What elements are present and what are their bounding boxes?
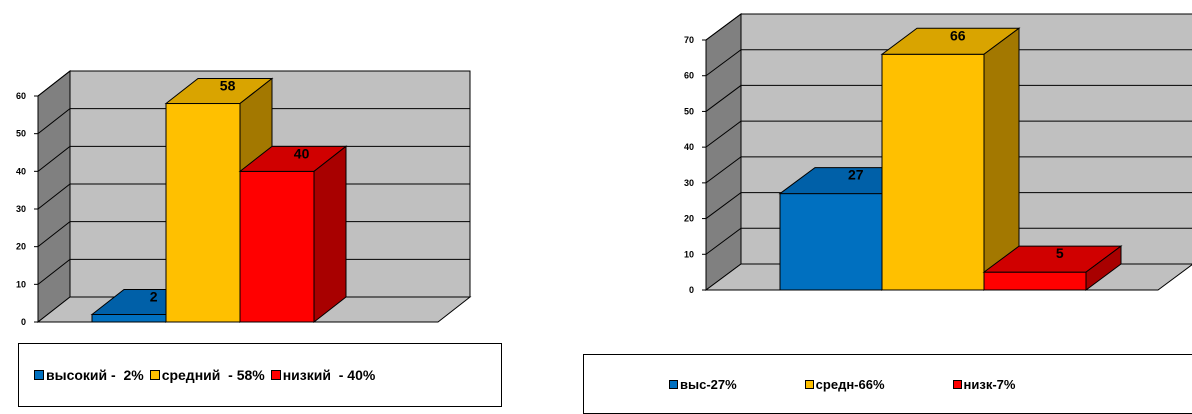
bar-2-2-side <box>1085 245 1122 291</box>
legend-label-2-0: выс-27% <box>680 376 737 392</box>
chart-2-tick-label-1: 10 <box>684 249 694 259</box>
chart-2-tick-label-7: 70 <box>684 35 694 45</box>
chart-2-tick-label-6: 60 <box>684 71 694 81</box>
legend-item-2-0: выс-27% <box>669 377 737 392</box>
chart-2-gridline-1 <box>705 227 1192 255</box>
chart-2-tick-label-4: 40 <box>684 142 694 152</box>
data-label-1-2: 40 <box>294 145 310 161</box>
legend-label-1-0: высокий - 2% <box>46 367 144 383</box>
legend-item-1-2: низкий - 40% <box>270 367 376 383</box>
data-label-2-0: 27 <box>848 167 864 183</box>
data-label-2-2: 5 <box>1056 245 1064 261</box>
bar-1-0-front <box>91 313 167 323</box>
legend-item-1-1: средний - 58% <box>149 367 265 383</box>
chart-1-gridline-6 <box>37 70 470 97</box>
legend-swatch-2-2 <box>952 379 962 389</box>
legend-swatch-2-1 <box>804 379 814 389</box>
legend-swatch-1-0 <box>34 370 44 380</box>
chart-2-tick-label-0: 0 <box>689 285 694 295</box>
bar-1-1-front <box>165 103 241 323</box>
bar-2-0-front <box>779 193 883 291</box>
chart-2-tick-label-5: 50 <box>684 106 694 116</box>
chart-1-tick-label-5: 50 <box>16 129 26 139</box>
legend-swatch-1-1 <box>149 370 160 380</box>
chart-1-gridline-5 <box>37 108 470 135</box>
chart-2-legend: выс-27% средн-66% низк-7% <box>583 354 1192 414</box>
data-label-1-0: 2 <box>150 288 158 304</box>
chart-2-gridline-6 <box>705 49 1192 77</box>
legend-label-1-1: средний - 58% <box>161 367 265 383</box>
chart-1-tick-label-2: 20 <box>16 242 26 252</box>
legend-item-2-2: низк-7% <box>952 376 1016 392</box>
bar-2-1-front <box>881 53 985 291</box>
bar-1-2-side <box>313 145 347 324</box>
chart-1-tick-label-3: 30 <box>16 204 26 214</box>
legend-swatch-1-2 <box>270 370 281 380</box>
legend-item-2-1: средн-66% <box>804 376 885 392</box>
chart-2-gridline-3 <box>705 156 1192 184</box>
chart-1-tick-label-0: 0 <box>21 317 26 327</box>
data-label-2-1: 66 <box>950 27 966 43</box>
chart-2-gridline-7 <box>705 13 1192 41</box>
bar-1-2-front <box>239 170 315 323</box>
chart-2-tick-label-3: 30 <box>684 178 694 188</box>
chart-1-tick-label-4: 40 <box>16 166 26 176</box>
legend-label-2-1: средн-66% <box>815 376 885 392</box>
chart-2-gridline-4 <box>705 120 1192 148</box>
chart-1-legend: высокий - 2% средний - 58% низкий - 40% <box>18 343 502 407</box>
chart-1-tick-label-1: 10 <box>16 279 26 289</box>
data-label-1-1: 58 <box>220 78 236 94</box>
legend-item-1-0: высокий - 2% <box>34 367 144 383</box>
legend-label-2-2: низк-7% <box>963 376 1016 392</box>
chart-2-side-wall <box>705 13 742 291</box>
chart-2-tick-label-2: 20 <box>684 214 694 224</box>
chart-1-tick-label-6: 60 <box>16 91 26 101</box>
legend-label-1-2: низкий - 40% <box>282 367 376 383</box>
chart-2-gridline-2 <box>705 192 1192 219</box>
chart-2-gridline-5 <box>705 84 1192 112</box>
legend-swatch-2-0 <box>669 379 678 389</box>
bar-2-2-front <box>983 271 1087 291</box>
